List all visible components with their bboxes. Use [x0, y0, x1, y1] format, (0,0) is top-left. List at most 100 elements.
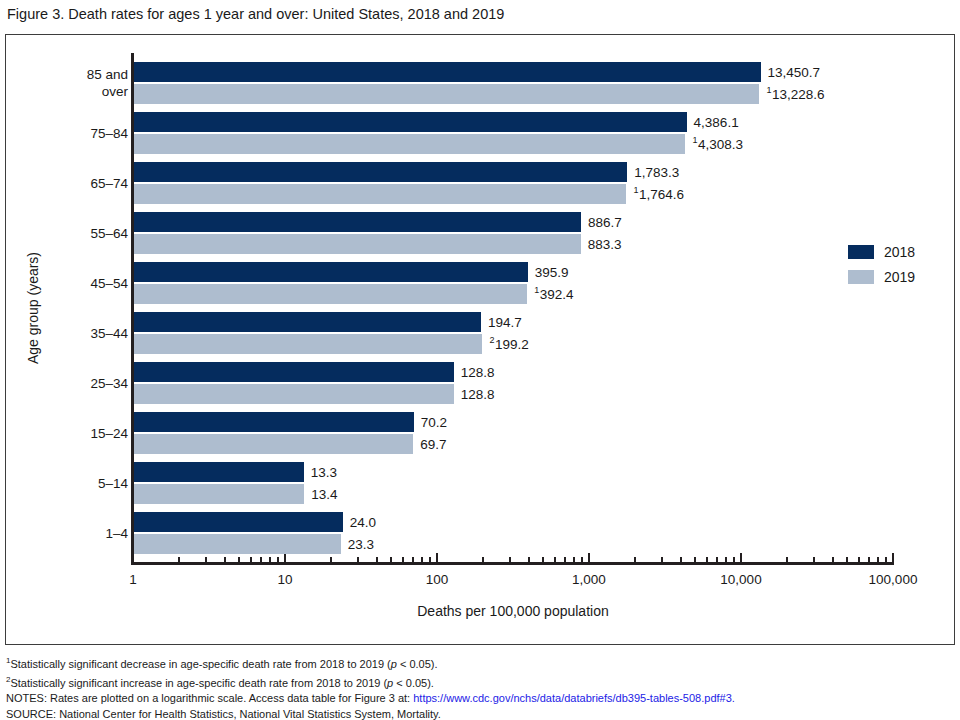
x-axis-minor-tick [429, 557, 431, 562]
bar-2019 [134, 334, 482, 354]
value-label-2019: 69.7 [420, 434, 446, 454]
x-tick-label: 10,000 [696, 572, 786, 587]
x-axis-minor-tick [694, 557, 696, 562]
x-axis-minor-tick [868, 557, 870, 562]
x-axis-minor-tick [178, 557, 180, 562]
x-axis-minor-tick [733, 557, 735, 562]
value-label-2018: 13.3 [311, 462, 337, 482]
footnote-source: SOURCE: National Center for Health Stati… [6, 706, 735, 720]
x-axis-title: Deaths per 100,000 population [133, 603, 893, 619]
x-axis-major-tick [588, 553, 590, 562]
x-axis-minor-tick [482, 557, 484, 562]
x-axis-minor-tick [260, 557, 262, 562]
x-axis-minor-tick [634, 557, 636, 562]
bar-2018 [134, 412, 414, 432]
x-axis-minor-tick [716, 557, 718, 562]
footnotes: 1Statistically significant decrease in a… [6, 653, 735, 720]
x-axis-minor-tick [858, 557, 860, 562]
x-axis-minor-tick [421, 557, 423, 562]
chart-canvas: Age group (years) Deaths per 100,000 pop… [0, 0, 960, 720]
x-axis-line [131, 562, 894, 565]
x-axis-minor-tick [250, 557, 252, 562]
x-axis-minor-tick [813, 557, 815, 562]
bar-2019 [134, 384, 454, 404]
x-axis-minor-tick [509, 557, 511, 562]
x-axis-minor-tick [564, 557, 566, 562]
x-axis-minor-tick [238, 557, 240, 562]
bar-2018 [134, 362, 454, 382]
value-label-2019: 128.8 [461, 384, 495, 404]
bar-2019 [134, 234, 581, 254]
value-label-2019: 14,308.3 [692, 134, 743, 154]
category-label: 25–34 [8, 360, 128, 406]
category-label: 45–54 [8, 260, 128, 306]
value-label-2019: 23.3 [348, 534, 374, 554]
bar-2019 [134, 84, 759, 104]
footnote-1: 1Statistically significant decrease in a… [6, 653, 735, 672]
significance-superscript: 2 [489, 335, 494, 345]
x-axis-minor-tick [376, 557, 378, 562]
data-table-link[interactable]: https://www.cdc.gov/nchs/data/databriefs… [413, 692, 735, 704]
value-label-2018: 886.7 [588, 212, 622, 232]
x-axis-minor-tick [706, 557, 708, 562]
x-axis-minor-tick [573, 557, 575, 562]
legend-entry-2018: 2018 [848, 244, 915, 260]
bar-2018 [134, 262, 528, 282]
x-axis-minor-tick [224, 557, 226, 562]
x-axis-minor-tick [412, 557, 414, 562]
value-label-2019: 883.3 [588, 234, 622, 254]
bar-2018 [134, 512, 343, 532]
bar-2018 [134, 162, 627, 182]
x-axis-minor-tick [846, 557, 848, 562]
category-label: 15–24 [8, 410, 128, 456]
legend-label-2019: 2019 [884, 269, 915, 285]
x-axis-minor-tick [402, 557, 404, 562]
value-label-2018: 194.7 [488, 312, 522, 332]
legend-swatch-2019 [848, 270, 874, 284]
bar-2018 [134, 462, 304, 482]
x-axis-minor-tick [885, 557, 887, 562]
bar-2019 [134, 284, 527, 304]
bar-2019 [134, 184, 626, 204]
value-label-2018: 24.0 [350, 512, 376, 532]
x-axis-minor-tick [832, 557, 834, 562]
category-label: 1–4 [8, 510, 128, 556]
value-label-2019: 13.4 [311, 484, 337, 504]
x-axis-major-tick [132, 553, 134, 562]
legend-entry-2019: 2019 [848, 269, 915, 285]
value-label-2019: 2199.2 [489, 334, 528, 354]
significance-superscript: 1 [692, 135, 697, 145]
significance-superscript: 1 [534, 285, 539, 295]
x-axis-major-tick [740, 553, 742, 562]
value-label-2018: 128.8 [461, 362, 495, 382]
value-label-2019: 113,228.6 [766, 84, 824, 104]
bar-2018 [134, 312, 481, 332]
value-label-2018: 1,783.3 [634, 162, 679, 182]
x-tick-label: 100,000 [848, 572, 938, 587]
x-axis-minor-tick [542, 557, 544, 562]
x-axis-major-tick [284, 553, 286, 562]
legend-label-2018: 2018 [884, 244, 915, 260]
x-axis-major-tick [436, 553, 438, 562]
value-label-2019: 11,764.6 [633, 184, 684, 204]
bar-2019 [134, 434, 413, 454]
x-axis-minor-tick [581, 557, 583, 562]
bar-2018 [134, 112, 687, 132]
x-axis-minor-tick [725, 557, 727, 562]
x-axis-minor-tick [554, 557, 556, 562]
value-label-2018: 395.9 [535, 262, 569, 282]
category-label: 65–74 [8, 160, 128, 206]
value-label-2018: 13,450.7 [768, 62, 821, 82]
x-axis-minor-tick [661, 557, 663, 562]
value-label-2018: 4,386.1 [694, 112, 739, 132]
category-label: 55–64 [8, 210, 128, 256]
category-label: 35–44 [8, 310, 128, 356]
legend-swatch-2018 [848, 245, 874, 259]
x-axis-minor-tick [277, 557, 279, 562]
x-axis-minor-tick [390, 557, 392, 562]
footnote-notes: NOTES: Rates are plotted on a logarithmi… [6, 690, 735, 706]
x-tick-label: 1,000 [544, 572, 634, 587]
value-label-2019: 1392.4 [534, 284, 573, 304]
x-tick-label: 100 [392, 572, 482, 587]
bar-2019 [134, 484, 304, 504]
